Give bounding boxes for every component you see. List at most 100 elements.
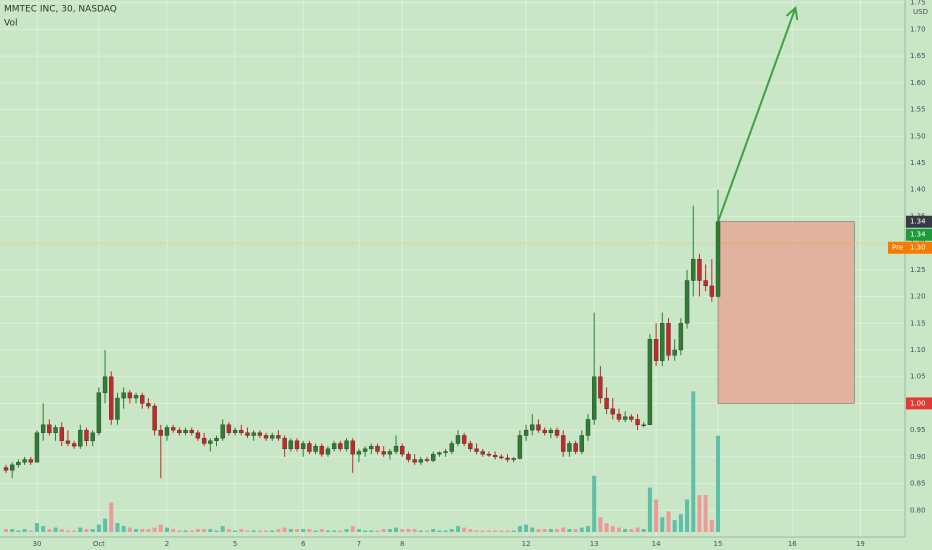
candle-body bbox=[622, 416, 628, 420]
range-rectangle bbox=[717, 221, 855, 404]
candle-body bbox=[84, 429, 89, 442]
y-tick-label: 1.05 bbox=[910, 373, 926, 381]
volume-bar bbox=[536, 529, 541, 532]
candle-body bbox=[331, 443, 337, 450]
volume-bar bbox=[654, 499, 659, 532]
x-tick-label: 7 bbox=[357, 540, 361, 548]
volume-bar bbox=[660, 517, 665, 532]
volume-bar bbox=[635, 527, 640, 532]
candle-body bbox=[338, 443, 343, 450]
volume-bar bbox=[226, 529, 231, 532]
volume-bar bbox=[208, 529, 213, 532]
candle-body bbox=[697, 258, 702, 281]
candle-body bbox=[629, 416, 634, 420]
candle-body bbox=[127, 392, 133, 399]
volume-bar bbox=[295, 529, 300, 532]
volume-bar bbox=[10, 529, 15, 532]
candle-body bbox=[375, 445, 380, 452]
y-tick-label: 0.80 bbox=[910, 506, 926, 514]
volume-bar bbox=[134, 529, 139, 532]
volume-bar bbox=[356, 529, 361, 532]
x-tick-label: 8 bbox=[400, 540, 404, 548]
candle-body bbox=[703, 280, 708, 287]
x-tick-label: 6 bbox=[301, 540, 306, 548]
candle-body bbox=[653, 339, 659, 361]
price-label: 1.34 bbox=[910, 218, 926, 226]
candle-body bbox=[65, 440, 71, 444]
price-label: 1.00 bbox=[910, 399, 926, 407]
candle-body bbox=[152, 405, 157, 431]
candle-body bbox=[300, 443, 306, 450]
volume-bar bbox=[34, 523, 39, 532]
volume-bar bbox=[41, 526, 46, 532]
volume-bar bbox=[28, 530, 33, 532]
candle-body bbox=[16, 461, 21, 466]
price-label: 1.30 bbox=[910, 244, 926, 252]
candle-body bbox=[443, 451, 448, 453]
price-label-prefix: Pre bbox=[892, 244, 903, 252]
volume-bar bbox=[555, 529, 560, 532]
candle-body bbox=[573, 443, 578, 452]
volume-bar bbox=[493, 530, 498, 532]
candle-body bbox=[115, 397, 120, 420]
volume-bar bbox=[449, 529, 454, 532]
volume-bar bbox=[486, 530, 491, 532]
volume-bar bbox=[406, 529, 411, 532]
candle-body bbox=[461, 435, 467, 444]
candle-body bbox=[239, 429, 244, 434]
candle-body bbox=[183, 429, 188, 434]
volume-bar bbox=[96, 524, 101, 532]
volume-bar bbox=[425, 530, 430, 532]
volume-bar bbox=[437, 530, 442, 532]
candle-body bbox=[96, 392, 102, 434]
candle-body bbox=[530, 424, 535, 431]
y-tick-label: 0.85 bbox=[910, 480, 926, 488]
candle-body bbox=[121, 392, 126, 399]
volume-bar bbox=[183, 530, 188, 532]
volume-bar bbox=[276, 529, 281, 532]
candle-body bbox=[542, 429, 547, 434]
volume-bar bbox=[171, 529, 176, 532]
volume-bar bbox=[103, 518, 108, 532]
volume-bar bbox=[517, 526, 522, 532]
volume-bar bbox=[239, 529, 244, 532]
volume-bar bbox=[524, 524, 529, 532]
symbol-title: MMTEC INC, 30, NASDAQ bbox=[4, 5, 117, 15]
candle-body bbox=[319, 445, 324, 455]
candle-body bbox=[598, 376, 603, 399]
candle-body bbox=[486, 453, 492, 456]
candle-body bbox=[251, 432, 256, 436]
candle-body bbox=[691, 258, 696, 281]
x-tick-label: 12 bbox=[522, 540, 531, 548]
volume-bar bbox=[511, 530, 516, 532]
y-tick-label: 1.75 bbox=[910, 0, 926, 7]
volume-bar bbox=[598, 517, 603, 532]
volume-bar bbox=[592, 475, 597, 532]
volume-bar bbox=[177, 530, 182, 532]
volume-bar bbox=[121, 526, 126, 532]
volume-bar bbox=[164, 527, 169, 532]
volume-bar bbox=[47, 529, 52, 532]
candle-body bbox=[437, 452, 442, 455]
candle-body bbox=[424, 459, 430, 461]
price-label-box bbox=[888, 241, 932, 254]
candle-body bbox=[492, 455, 498, 458]
candle-body bbox=[263, 435, 269, 439]
candle-body bbox=[480, 451, 485, 455]
volume-bar bbox=[338, 530, 343, 532]
candle-body bbox=[610, 408, 615, 415]
volume-bar bbox=[146, 529, 151, 532]
volume-bar bbox=[573, 529, 578, 532]
candle-body bbox=[369, 445, 374, 450]
y-tick-label: 1.15 bbox=[910, 319, 926, 327]
candle-body bbox=[245, 432, 250, 436]
candle-body bbox=[635, 419, 640, 425]
y-tick-label: 1.60 bbox=[910, 79, 926, 87]
candle-body bbox=[660, 323, 665, 361]
x-tick-label: 14 bbox=[652, 540, 661, 548]
candle-body bbox=[282, 437, 287, 450]
candle-body bbox=[604, 397, 609, 409]
volume-bar bbox=[678, 514, 683, 532]
volume-bar bbox=[115, 523, 120, 532]
volume-bar bbox=[344, 529, 349, 532]
